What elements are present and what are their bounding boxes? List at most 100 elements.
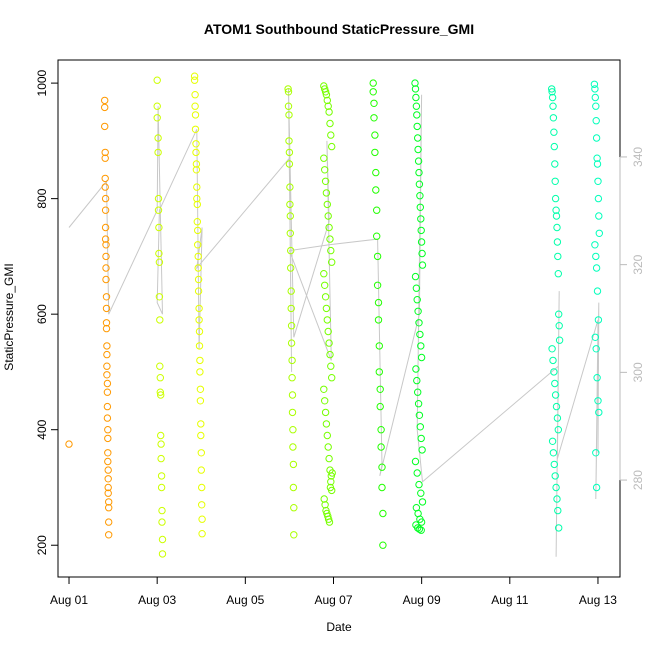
data-point <box>552 212 561 220</box>
data-point <box>287 246 295 255</box>
x-axis: Aug 01 Aug 03 Aug 05 Aug 07 Aug 09 Aug 11 Aug … <box>50 576 617 607</box>
data-point <box>325 454 333 463</box>
data-point <box>551 391 560 399</box>
data-point <box>321 88 330 96</box>
data-point <box>103 388 112 396</box>
data-point <box>158 518 166 526</box>
data-point <box>321 166 329 174</box>
data-point <box>328 374 336 382</box>
data-point <box>289 460 298 469</box>
data-point <box>325 223 333 232</box>
data-point <box>549 356 557 365</box>
data-point <box>290 504 298 512</box>
data-point <box>287 322 296 330</box>
data-point <box>288 356 296 365</box>
data-point <box>415 319 423 327</box>
data-point <box>325 108 333 116</box>
data-point <box>195 316 203 324</box>
data-point <box>415 411 424 419</box>
data-point <box>321 281 329 289</box>
data-point <box>322 304 331 313</box>
data-point <box>325 518 334 526</box>
data-point <box>594 194 603 203</box>
data-point <box>551 379 559 388</box>
data-point <box>415 480 423 489</box>
data-point <box>104 483 112 492</box>
data-point <box>327 131 335 139</box>
data-point <box>414 307 422 315</box>
data-point <box>323 96 331 105</box>
data-point <box>592 264 601 272</box>
y2-tick-label: 320 <box>631 254 645 274</box>
data-point <box>553 414 562 422</box>
data-point <box>153 114 161 122</box>
data-point <box>325 339 333 347</box>
data-point <box>195 304 203 313</box>
data-point <box>594 397 602 405</box>
data-point <box>373 206 381 214</box>
data-point <box>418 498 427 506</box>
data-point <box>324 327 332 336</box>
data-point <box>101 148 109 157</box>
data-point <box>550 368 558 376</box>
data-point <box>413 469 421 477</box>
data-point <box>594 316 603 324</box>
data-point <box>197 449 206 457</box>
plot-box <box>57 59 621 578</box>
data-point <box>372 168 380 177</box>
data-point <box>104 426 112 434</box>
data-point <box>197 420 205 428</box>
data-point <box>416 423 424 431</box>
data-point <box>103 414 112 422</box>
data-point <box>157 483 166 492</box>
data-point <box>371 131 379 139</box>
data-point <box>377 443 385 451</box>
y2-tick-label: 340 <box>631 147 645 167</box>
data-point <box>554 506 562 515</box>
data-point <box>191 91 199 99</box>
data-point <box>552 402 561 411</box>
data-point <box>550 460 558 469</box>
x-tick-label: Aug 07 <box>314 593 352 607</box>
data-point <box>418 249 426 258</box>
data-point <box>371 148 379 157</box>
data-point <box>323 431 331 440</box>
data-point <box>549 102 557 110</box>
data-point <box>102 264 110 272</box>
data-point <box>593 160 602 168</box>
y-tick-label: 200 <box>35 535 49 555</box>
data-point <box>326 235 334 243</box>
data-point <box>412 365 420 373</box>
data-point <box>417 238 426 246</box>
data-point <box>155 223 163 232</box>
data-point <box>376 402 384 411</box>
data-point <box>198 515 206 523</box>
data-point <box>591 85 599 93</box>
data-point <box>321 408 330 417</box>
data-point <box>286 183 294 191</box>
data-point <box>593 154 601 162</box>
data-point <box>369 79 377 87</box>
data-point <box>595 212 603 220</box>
data-point <box>104 449 112 457</box>
trace-lines <box>68 88 600 557</box>
data-point <box>194 252 202 261</box>
data-point <box>552 483 560 492</box>
data-point <box>320 495 328 503</box>
data-point <box>105 498 113 506</box>
data-point <box>156 374 165 382</box>
data-point <box>103 402 112 411</box>
data-point <box>285 160 294 168</box>
data-point <box>372 186 380 194</box>
data-point <box>196 397 205 405</box>
data-point <box>102 252 110 261</box>
data-point <box>104 434 112 443</box>
data-point <box>101 194 110 203</box>
data-point <box>375 342 383 350</box>
data-point <box>378 463 386 471</box>
data-point <box>192 160 201 168</box>
data-point <box>378 483 386 492</box>
data-point <box>550 142 558 151</box>
data-point <box>156 388 165 396</box>
